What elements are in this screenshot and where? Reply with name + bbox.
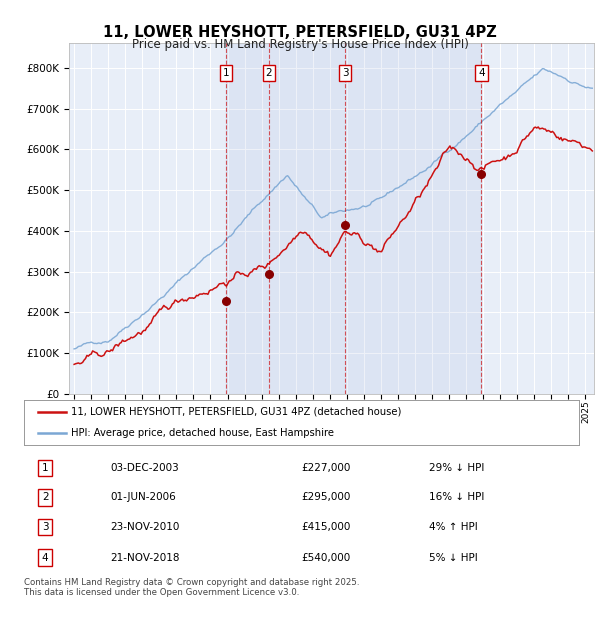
Text: 01-JUN-2006: 01-JUN-2006 xyxy=(110,492,176,502)
Text: 21-NOV-2018: 21-NOV-2018 xyxy=(110,552,179,562)
Text: £295,000: £295,000 xyxy=(302,492,351,502)
Text: 4: 4 xyxy=(478,68,485,78)
Text: 3: 3 xyxy=(42,522,49,532)
Text: 11, LOWER HEYSHOTT, PETERSFIELD, GU31 4PZ: 11, LOWER HEYSHOTT, PETERSFIELD, GU31 4P… xyxy=(103,25,497,40)
Text: 2: 2 xyxy=(265,68,272,78)
Text: 4% ↑ HPI: 4% ↑ HPI xyxy=(429,522,478,532)
Text: HPI: Average price, detached house, East Hampshire: HPI: Average price, detached house, East… xyxy=(71,428,334,438)
Bar xyxy=(226,43,481,394)
Text: 29% ↓ HPI: 29% ↓ HPI xyxy=(429,463,485,473)
Text: 3: 3 xyxy=(342,68,349,78)
Text: Price paid vs. HM Land Registry's House Price Index (HPI): Price paid vs. HM Land Registry's House … xyxy=(131,38,469,51)
Text: £415,000: £415,000 xyxy=(302,522,351,532)
Text: 23-NOV-2010: 23-NOV-2010 xyxy=(110,522,179,532)
Text: 2: 2 xyxy=(42,492,49,502)
Text: 5% ↓ HPI: 5% ↓ HPI xyxy=(429,552,478,562)
Text: 1: 1 xyxy=(223,68,229,78)
Text: 11, LOWER HEYSHOTT, PETERSFIELD, GU31 4PZ (detached house): 11, LOWER HEYSHOTT, PETERSFIELD, GU31 4P… xyxy=(71,407,401,417)
Text: Contains HM Land Registry data © Crown copyright and database right 2025.
This d: Contains HM Land Registry data © Crown c… xyxy=(24,578,359,597)
Text: 16% ↓ HPI: 16% ↓ HPI xyxy=(429,492,485,502)
Text: 4: 4 xyxy=(42,552,49,562)
Text: 1: 1 xyxy=(42,463,49,473)
Text: £540,000: £540,000 xyxy=(302,552,351,562)
Text: £227,000: £227,000 xyxy=(302,463,351,473)
Text: 03-DEC-2003: 03-DEC-2003 xyxy=(110,463,179,473)
